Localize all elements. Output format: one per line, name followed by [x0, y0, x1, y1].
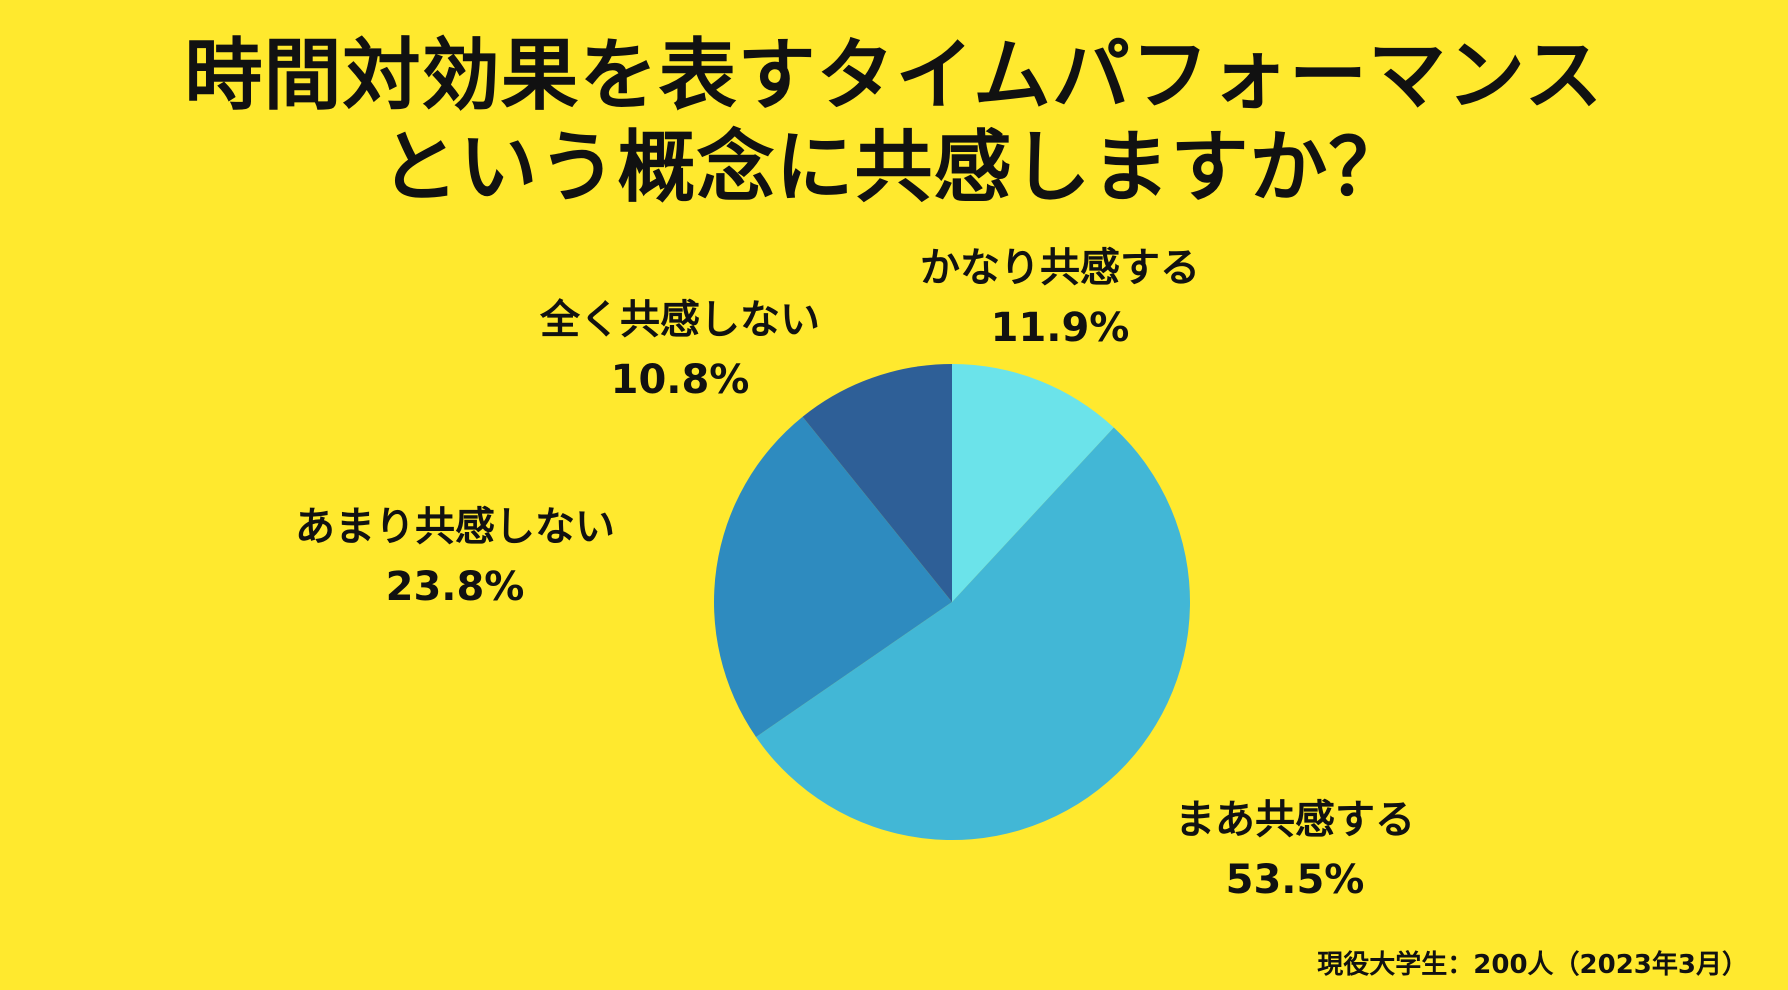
- slice-label-mattaku-value: 10.8%: [610, 357, 750, 403]
- pie-slice-amari: [714, 416, 952, 738]
- slice-label-maa: まあ共感する 53.5%: [1085, 790, 1505, 910]
- slice-label-mattaku: 全く共感しない 10.8%: [470, 290, 890, 410]
- slice-label-amari-name: あまり共感しない: [295, 504, 615, 550]
- pie-slice-maa: [756, 427, 1191, 841]
- slice-label-kanari-value: 11.9%: [990, 305, 1130, 351]
- slice-label-kanari-name: かなり共感する: [920, 245, 1200, 291]
- slice-label-mattaku-name: 全く共感しない: [540, 297, 820, 343]
- slice-label-maa-name: まあ共感する: [1175, 797, 1415, 843]
- pie-slice-mattaku: [802, 364, 952, 602]
- slice-label-amari: あまり共感しない 23.8%: [245, 497, 665, 617]
- chart-title-line-2: という概念に共感しますか？: [380, 123, 1408, 213]
- slice-label-kanari: かなり共感する 11.9%: [850, 238, 1270, 358]
- chart-title-line-1: 時間対効果を表すタイムパフォーマンス: [184, 31, 1604, 121]
- pie-slice-kanari: [952, 364, 1114, 602]
- slice-label-amari-value: 23.8%: [385, 564, 525, 610]
- slice-label-maa-value: 53.5%: [1225, 857, 1365, 903]
- footnote-sample-info: 現役大学生：200人（2023年3月）: [1317, 950, 1748, 980]
